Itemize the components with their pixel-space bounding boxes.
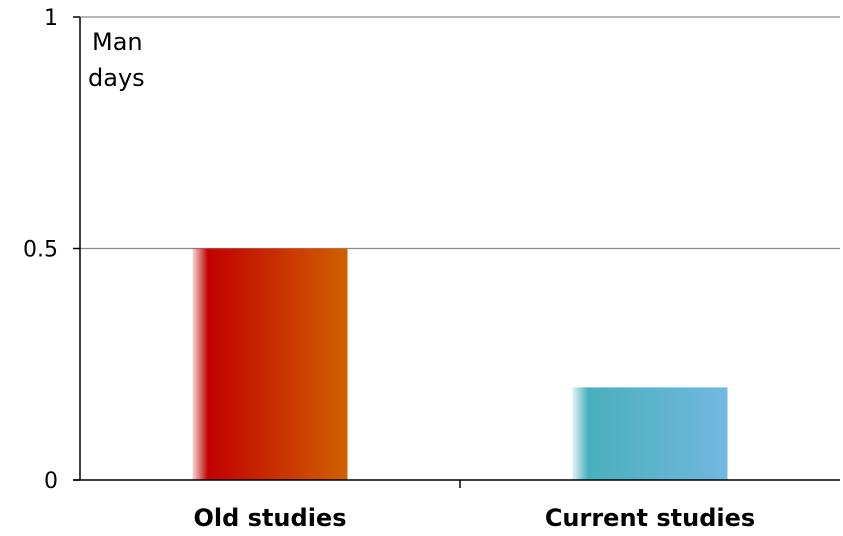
y-tick-label: 1 (44, 6, 58, 31)
labels: Man days (88, 28, 145, 92)
x-category-label: Old studies (194, 504, 347, 531)
category-labels: Old studies Current studies (194, 504, 756, 532)
bar (192, 248, 348, 480)
y-axis-unit-line-1: Man (92, 28, 143, 56)
gridlines (80, 16, 840, 250)
x-category-label: Current studies (545, 504, 755, 531)
bar (572, 387, 728, 480)
y-axis-unit-line-2: days (88, 64, 145, 92)
y-ticks: 00.51 (23, 6, 461, 494)
y-tick-label: 0.5 (23, 238, 58, 263)
bars (192, 248, 728, 480)
y-tick-label: 0 (44, 469, 58, 494)
